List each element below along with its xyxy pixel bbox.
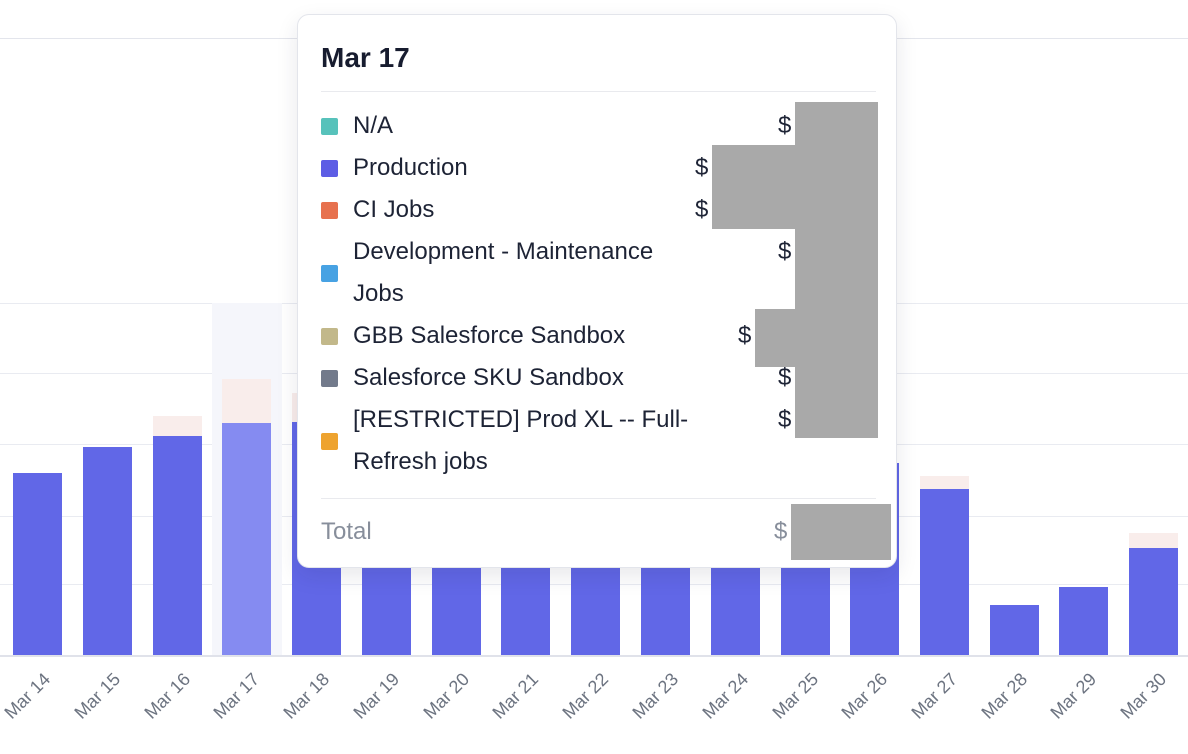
tooltip-row: Salesforce SKU Sandbox	[321, 357, 876, 399]
series-label: N/A	[353, 112, 394, 139]
value-currency-prefix: $	[695, 154, 709, 181]
bar-mar-17[interactable]	[222, 379, 271, 655]
series-swatch-icon	[321, 201, 338, 219]
bar-mar-27[interactable]	[920, 476, 969, 655]
bar-segment-main	[222, 423, 271, 655]
series-swatch-icon	[321, 117, 338, 135]
total-currency-prefix: $	[774, 518, 788, 545]
bar-segment-main	[920, 489, 969, 655]
tooltip-total-label: Total	[321, 518, 372, 545]
x-axis-label-mar-17: Mar 17	[209, 669, 264, 723]
tooltip-row: Production	[321, 147, 876, 189]
bar-mar-28[interactable]	[990, 605, 1039, 655]
tooltip-row: CI Jobs	[321, 189, 876, 231]
series-label: [RESTRICTED] Prod XL -- Full-Refresh job…	[353, 406, 689, 475]
chart-tooltip: Mar 17 N/A Production CI Jobs Development -…	[297, 14, 897, 568]
tooltip-row: Development - Maintenance Jobs	[321, 231, 876, 315]
x-axis-label-mar-15: Mar 15	[70, 669, 125, 723]
tooltip-divider	[321, 498, 876, 499]
bar-segment-cap	[1129, 533, 1178, 548]
x-axis-label-mar-19: Mar 19	[349, 669, 404, 723]
bar-segment-main	[83, 447, 132, 655]
x-axis-label-mar-25: Mar 25	[768, 669, 823, 723]
x-axis-label-mar-27: Mar 27	[907, 669, 962, 723]
bar-segment-cap	[920, 476, 969, 489]
bar-segment-main	[1059, 587, 1108, 655]
series-swatch-icon	[321, 369, 338, 387]
tooltip-series-list: N/A Production CI Jobs Development - Mainte…	[321, 105, 876, 483]
bar-segment-main	[990, 605, 1039, 655]
x-axis-label-mar-22: Mar 22	[558, 669, 613, 723]
bar-segment-main	[1129, 548, 1178, 655]
redacted-value	[795, 102, 878, 438]
bar-segment-cap	[222, 379, 271, 423]
bar-mar-15[interactable]	[83, 447, 132, 655]
x-axis-label-mar-28: Mar 28	[977, 669, 1032, 723]
bar-segment-cap	[153, 416, 202, 436]
tooltip-row: N/A	[321, 105, 876, 147]
bar-mar-29[interactable]	[1059, 587, 1108, 655]
x-axis-label-mar-23: Mar 23	[628, 669, 683, 723]
redacted-value	[712, 145, 795, 229]
series-swatch-icon	[321, 159, 338, 177]
bar-mar-30[interactable]	[1129, 533, 1178, 655]
redacted-value	[755, 309, 795, 367]
x-axis-label-mar-24: Mar 24	[698, 669, 753, 723]
x-axis-line	[0, 655, 1188, 657]
series-swatch-icon	[321, 432, 338, 450]
x-axis-label-mar-18: Mar 18	[279, 669, 334, 723]
redacted-value	[791, 504, 891, 560]
bar-mar-16[interactable]	[153, 416, 202, 655]
tooltip-date-title: Mar 17	[321, 42, 410, 73]
series-label: Salesforce SKU Sandbox	[353, 364, 624, 391]
value-currency-prefix: $	[778, 112, 792, 139]
x-axis-label-mar-29: Mar 29	[1046, 669, 1101, 723]
series-label: GBB Salesforce Sandbox	[353, 322, 626, 349]
series-label: CI Jobs	[353, 196, 435, 223]
series-swatch-icon	[321, 327, 338, 345]
value-currency-prefix: $	[778, 364, 792, 391]
x-axis-label-mar-20: Mar 20	[419, 669, 474, 723]
x-axis-label-mar-26: Mar 26	[837, 669, 892, 723]
tooltip-row: GBB Salesforce Sandbox	[321, 315, 876, 357]
value-currency-prefix: $	[778, 406, 792, 433]
series-label: Production	[353, 154, 468, 181]
x-axis-label-mar-16: Mar 16	[140, 669, 195, 723]
series-label: Development - Maintenance Jobs	[353, 238, 654, 307]
x-axis-label-mar-14: Mar 14	[0, 669, 55, 723]
value-currency-prefix: $	[778, 238, 792, 265]
x-axis-label-mar-21: Mar 21	[488, 669, 543, 723]
bar-segment-main	[153, 436, 202, 655]
tooltip-divider	[321, 91, 876, 92]
bar-segment-main	[13, 473, 62, 655]
bar-mar-14[interactable]	[13, 473, 62, 655]
tooltip-row: [RESTRICTED] Prod XL -- Full-Refresh job…	[321, 399, 876, 483]
series-swatch-icon	[321, 264, 338, 282]
value-currency-prefix: $	[738, 322, 752, 349]
value-currency-prefix: $	[695, 196, 709, 223]
x-axis-label-mar-30: Mar 30	[1116, 669, 1171, 723]
